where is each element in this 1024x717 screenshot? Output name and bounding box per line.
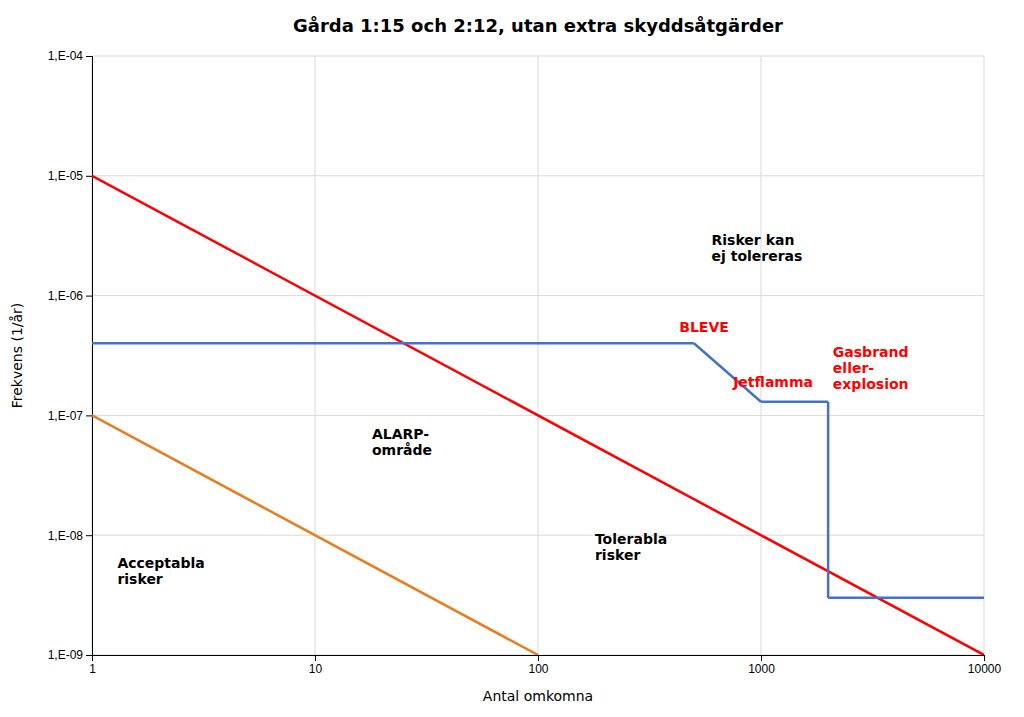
- x-tick: 10000: [968, 655, 1002, 676]
- x-tick-label: 1000: [748, 662, 775, 676]
- y-tick-mark: [86, 296, 92, 297]
- y-tick-mark: [86, 535, 92, 536]
- annotation: Jetflamma: [732, 374, 813, 390]
- y-tick-mark: [86, 176, 92, 177]
- grid-line-y: [92, 56, 984, 57]
- annotation: Gasbrandeller-explosion: [833, 344, 909, 392]
- y-tick: 1,E-04: [48, 49, 92, 63]
- annotation: BLEVE: [679, 319, 729, 335]
- grid-line-x: [984, 56, 985, 655]
- x-tick-mark: [315, 655, 316, 661]
- x-tick-mark: [538, 655, 539, 661]
- grid-line-y: [92, 295, 984, 296]
- annotation: Acceptablarisker: [117, 555, 204, 587]
- y-tick: 1,E-08: [48, 529, 92, 543]
- grid-line-x: [761, 56, 762, 655]
- series-line: [827, 402, 830, 598]
- x-tick-label: 10: [309, 662, 323, 676]
- series-line: [694, 343, 761, 401]
- chart: 1101001000100001,E-091,E-081,E-071,E-061…: [0, 0, 1024, 717]
- annotation: Tolerablarisker: [595, 531, 667, 563]
- x-tick: 1: [89, 655, 96, 676]
- grid: [92, 56, 984, 655]
- x-tick-mark: [761, 655, 762, 661]
- x-tick: 100: [528, 655, 548, 676]
- annotation: Risker kanej tolereras: [712, 232, 803, 264]
- y-axis-title: Frekvens (1/år): [9, 303, 25, 409]
- y-tick-label: 1,E-05: [48, 169, 84, 183]
- series-line: [92, 342, 694, 345]
- x-tick-mark: [984, 655, 985, 661]
- x-axis-line: [93, 656, 985, 662]
- series-line: [761, 401, 828, 404]
- annotation: ALARP-område: [372, 426, 432, 458]
- series-line: [92, 415, 538, 655]
- y-tick-label: 1,E-09: [48, 648, 84, 662]
- x-tick: 1000: [748, 655, 775, 676]
- y-axis-line: [86, 57, 93, 656]
- y-tick-mark: [86, 56, 92, 57]
- series-line: [828, 597, 984, 600]
- y-tick-label: 1,E-06: [48, 289, 84, 303]
- x-tick: 10: [309, 655, 323, 676]
- lines: [92, 176, 984, 655]
- grid-line-y: [92, 175, 984, 176]
- y-tick: 1,E-06: [48, 289, 92, 303]
- x-tick-label: 10000: [968, 662, 1002, 676]
- y-tick: 1,E-07: [48, 409, 92, 423]
- grid-line-y: [92, 535, 984, 536]
- y-tick-label: 1,E-08: [48, 529, 84, 543]
- grid-line-x: [538, 56, 539, 655]
- annotations: Risker kanej tolereras BLEVE Jetflamma Gasb…: [117, 232, 908, 587]
- y-tick: 1,E-09: [48, 648, 92, 662]
- title: Gårda 1:15 och 2:12, utan extra skyddsåt…: [293, 15, 783, 36]
- y-tick-mark: [86, 415, 92, 416]
- y-tick-label: 1,E-04: [48, 49, 84, 63]
- x-tick-label: 1: [89, 662, 96, 676]
- series-line: [92, 176, 984, 655]
- plot: 1101001000100001,E-091,E-081,E-071,E-061…: [48, 49, 1002, 675]
- y-tick-label: 1,E-07: [48, 409, 84, 423]
- x-tick-label: 100: [528, 662, 548, 676]
- x-axis-title: Antal omkomna: [483, 688, 593, 704]
- y-tick-mark: [86, 655, 92, 656]
- y-tick: 1,E-05: [48, 169, 92, 183]
- x-axis: 1 10 100 1000 10000: [89, 655, 1001, 676]
- grid-line-x: [315, 56, 316, 655]
- y-axis: 1,E-09 1,E-08 1,E-07 1,E-06 1,E-05 1,E-04: [48, 49, 93, 662]
